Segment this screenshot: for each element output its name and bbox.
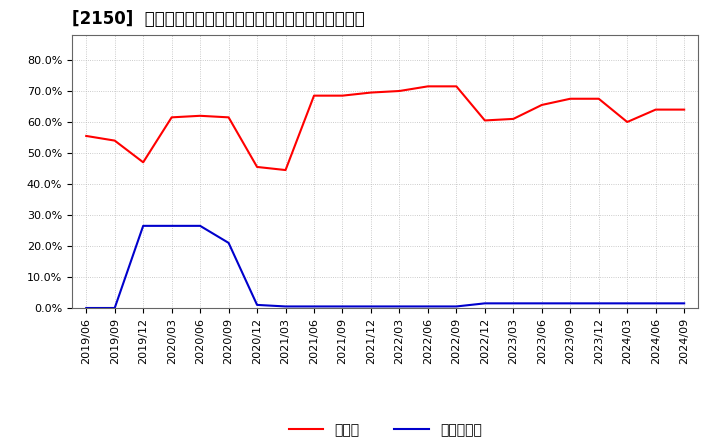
有利子負債 [652, 301, 660, 306]
現顔金 [509, 116, 518, 121]
現顔金 [167, 115, 176, 120]
現顔金 [680, 107, 688, 112]
有利子負債 [167, 223, 176, 228]
現顔金 [566, 96, 575, 101]
現顔金 [338, 93, 347, 98]
有利子負債 [110, 305, 119, 311]
現顔金 [595, 96, 603, 101]
現顔金 [452, 84, 461, 89]
現顔金 [110, 138, 119, 143]
有利子負債 [680, 301, 688, 306]
現顔金 [82, 133, 91, 139]
現顔金 [196, 113, 204, 118]
有利子負債 [480, 301, 489, 306]
現顔金 [253, 164, 261, 169]
有利子負債 [253, 302, 261, 308]
現顔金 [310, 93, 318, 98]
有利子負債 [452, 304, 461, 309]
Text: [2150]  現顔金、有利子負債の総資産に対する比率の推移: [2150] 現顔金、有利子負債の総資産に対する比率の推移 [72, 10, 365, 28]
有利子負債 [82, 305, 91, 311]
現顔金 [652, 107, 660, 112]
有利子負債 [566, 301, 575, 306]
有利子負債 [366, 304, 375, 309]
現顔金 [623, 119, 631, 125]
現顔金 [480, 118, 489, 123]
現顔金 [366, 90, 375, 95]
有利子負債 [423, 304, 432, 309]
Legend: 現顔金, 有利子負債: 現顔金, 有利子負債 [283, 418, 487, 440]
Line: 現顔金: 現顔金 [86, 86, 684, 170]
現顔金 [537, 103, 546, 108]
有利子負債 [509, 301, 518, 306]
有利子負債 [623, 301, 631, 306]
現顔金 [225, 115, 233, 120]
有利子負債 [537, 301, 546, 306]
有利子負債 [282, 304, 290, 309]
有利子負債 [395, 304, 404, 309]
現顔金 [139, 160, 148, 165]
有利子負債 [595, 301, 603, 306]
有利子負債 [338, 304, 347, 309]
有利子負債 [310, 304, 318, 309]
現顔金 [282, 167, 290, 172]
Line: 有利子負債: 有利子負債 [86, 226, 684, 308]
有利子負債 [196, 223, 204, 228]
有利子負債 [139, 223, 148, 228]
現顔金 [423, 84, 432, 89]
現顔金 [395, 88, 404, 94]
有利子負債 [225, 240, 233, 246]
